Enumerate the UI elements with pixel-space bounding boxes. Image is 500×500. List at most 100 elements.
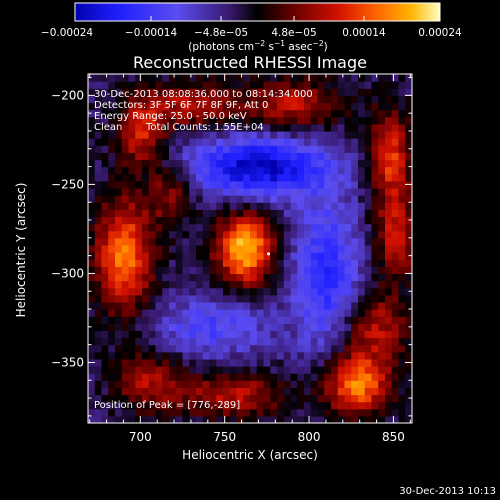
heatmap-cell [94, 145, 103, 153]
heatmap-cell [108, 344, 116, 353]
heatmap-cell [182, 401, 190, 410]
heatmap-cell [182, 173, 190, 182]
heatmap-cell [94, 351, 103, 360]
heatmap-cell [155, 358, 163, 367]
heatmap-cell [385, 152, 393, 161]
heatmap-cell [182, 180, 190, 189]
heatmap-cell [196, 95, 204, 104]
heatmap-cell [101, 216, 109, 225]
heatmap-cell [115, 252, 123, 260]
heatmap-cell [209, 195, 217, 203]
heatmap-cell [209, 74, 217, 82]
heatmap-cell [94, 230, 103, 239]
heatmap-cell [128, 123, 136, 132]
heatmap-cell [391, 95, 400, 104]
heatmap-cell [270, 74, 278, 82]
heatmap-cell [142, 415, 150, 423]
heatmap-cell [135, 180, 143, 189]
heatmap-cell [175, 415, 184, 423]
heatmap-cell [101, 74, 109, 82]
heatmap-cell [142, 74, 150, 82]
heatmap-cell [209, 380, 217, 388]
heatmap-cell [364, 88, 373, 96]
heatmap-cell [121, 323, 130, 332]
heatmap-cell [135, 109, 143, 118]
heatmap-cell [94, 323, 103, 332]
heatmap-cell [108, 152, 116, 161]
heatmap-cell [229, 95, 238, 104]
heatmap-cell [135, 244, 143, 253]
heatmap-cell [331, 415, 339, 423]
heatmap-cell [337, 280, 346, 289]
heatmap-cell [243, 130, 251, 139]
heatmap-cell [128, 152, 136, 161]
heatmap-cell [216, 408, 224, 417]
heatmap-cell [189, 316, 197, 324]
heatmap-cell [196, 309, 204, 317]
heatmap-cell [169, 152, 177, 161]
heatmap-cell [310, 280, 319, 289]
heatmap-cell [371, 351, 379, 360]
heatmap-cell [364, 187, 373, 196]
heatmap-cell [223, 152, 231, 161]
heatmap-cell [263, 408, 271, 417]
heatmap-cell [216, 195, 224, 203]
heatmap-cell [169, 394, 177, 403]
heatmap-cell [229, 358, 238, 367]
heatmap-cell [391, 237, 400, 246]
heatmap-cell [283, 109, 292, 118]
heatmap-cell [256, 344, 265, 353]
heatmap-cell [391, 88, 400, 96]
heatmap-cell [385, 138, 393, 146]
heatmap-cell [324, 323, 332, 332]
heatmap-cell [297, 216, 305, 225]
heatmap-cell [398, 323, 406, 332]
heatmap-cell [277, 223, 285, 232]
heatmap-cell [398, 109, 406, 118]
heatmap-cell [256, 259, 265, 267]
heatmap-cell [263, 116, 271, 125]
heatmap-cell [337, 223, 346, 232]
heatmap-cell [94, 380, 103, 388]
heatmap-cell [148, 180, 157, 189]
heatmap-cell [142, 180, 150, 189]
heatmap-cell [398, 373, 406, 381]
heatmap-cell [344, 152, 352, 161]
heatmap-cell [351, 230, 359, 239]
heatmap-cell [351, 401, 359, 410]
heatmap-cell [243, 380, 251, 388]
heatmap-cell [304, 266, 312, 275]
heatmap-cell [277, 145, 285, 153]
heatmap-cell [169, 358, 177, 367]
heatmap-cell [175, 102, 184, 111]
x-tick-label: 850 [382, 430, 405, 444]
heatmap-cell [162, 309, 170, 317]
heatmap-cell [398, 173, 406, 182]
heatmap-cell [351, 166, 359, 175]
heatmap-cell [324, 180, 332, 189]
heatmap-cell [250, 316, 258, 324]
heatmap-cell [155, 252, 163, 260]
heatmap-cell [405, 152, 412, 161]
heatmap-cell [216, 330, 224, 339]
heatmap-cell [250, 259, 258, 267]
heatmap-cell [243, 102, 251, 111]
heatmap-cell [243, 415, 251, 423]
heatmap-cell [385, 408, 393, 417]
heatmap-cell [229, 387, 238, 396]
heatmap-cell [250, 216, 258, 225]
heatmap-cell [148, 287, 157, 296]
heatmap-cell [297, 223, 305, 232]
heatmap-cell [391, 252, 400, 260]
heatmap-cell [175, 401, 184, 410]
heatmap-cell [256, 337, 265, 346]
heatmap-cell [182, 109, 190, 118]
heatmap-cell [175, 366, 184, 374]
heatmap-cell [236, 216, 244, 225]
heatmap-cell [364, 81, 373, 89]
heatmap-cell [162, 401, 170, 410]
heatmap-cell [344, 259, 352, 267]
heatmap-cell [304, 223, 312, 232]
heatmap-cell [256, 95, 265, 104]
heatmap-cell [121, 152, 130, 161]
